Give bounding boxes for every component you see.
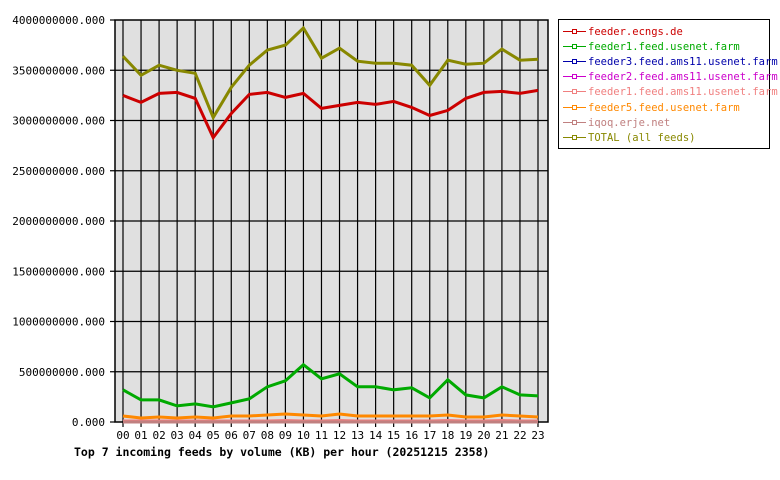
x-tick-label: 00: [116, 429, 129, 442]
legend-item: feeder1.feed.ams11.usenet.farm: [559, 85, 778, 100]
legend-swatch-icon: [563, 27, 586, 37]
legend-swatch-icon: [563, 87, 586, 97]
x-tick-label: 18: [441, 429, 454, 442]
legend-swatch-icon: [563, 42, 586, 52]
x-tick-label: 04: [189, 429, 203, 442]
legend-item: feeder2.feed.ams11.usenet.farm: [559, 70, 778, 85]
y-tick-label: 1500000000.000: [12, 265, 105, 278]
x-tick-label: 06: [225, 429, 238, 442]
y-tick-label: 3500000000.000: [12, 64, 105, 77]
legend-item: feeder.ecngs.de: [559, 24, 769, 39]
legend: feeder.ecngs.de feeder1.feed.usenet.farm f…: [558, 19, 778, 149]
x-tick-label: 03: [171, 429, 184, 442]
x-tick-label: 05: [207, 429, 220, 442]
x-tick-label: 19: [459, 429, 472, 442]
x-tick-label: 15: [387, 429, 400, 442]
legend-item: iqoq.erje.net: [559, 115, 769, 130]
x-axis: 00 01 02 03 04 05 06 07 08 09 10 11 12 13 14 15 16 17 18 19…: [116, 422, 545, 442]
x-tick-label: 16: [405, 429, 418, 442]
series-line: [122, 88, 539, 141]
legend-item: feeder3.feed.ams11.usenet.farm: [559, 54, 778, 69]
legend-swatch-icon: [563, 118, 586, 128]
legend-label: TOTAL (all feeds): [588, 131, 696, 144]
legend-swatch-icon: [563, 133, 586, 143]
legend-item: feeder1.feed.usenet.farm: [559, 39, 769, 54]
y-tick-label: 3000000000.000: [12, 115, 105, 128]
legend-label: feeder2.feed.ams11.usenet.farm: [588, 71, 778, 84]
series-lines: [121, 25, 539, 424]
series-line: [122, 412, 539, 420]
y-tick-label: 2500000000.000: [12, 165, 105, 178]
x-tick-label: 01: [134, 429, 147, 442]
y-tick-label: 500000000.000: [19, 366, 105, 379]
legend-label: feeder5.feed.usenet.farm: [588, 101, 740, 114]
x-tick-label: 07: [243, 429, 256, 442]
legend-swatch-icon: [563, 57, 586, 67]
y-tick-label: 4000000000.000: [12, 14, 105, 27]
y-axis: 0.000 500000000.000 1000000000.000 15000000…: [12, 14, 115, 429]
x-tick-label: 20: [477, 429, 490, 442]
legend-label: feeder3.feed.ams11.usenet.farm: [588, 55, 778, 68]
x-tick-label: 23: [531, 429, 544, 442]
legend-swatch-icon: [563, 72, 586, 82]
legend-swatch-icon: [563, 103, 586, 113]
x-tick-label: 10: [297, 429, 310, 442]
x-tick-label: 12: [333, 429, 346, 442]
chart-title: Top 7 incoming feeds by volume (KB) per …: [74, 445, 489, 459]
x-tick-label: 11: [315, 429, 328, 442]
series-line: [121, 25, 539, 121]
x-tick-label: 09: [279, 429, 292, 442]
x-tick-label: 14: [369, 429, 383, 442]
x-tick-label: 17: [423, 429, 436, 442]
y-tick-label: 1000000000.000: [12, 316, 105, 329]
series-line: [122, 362, 539, 409]
legend-label: feeder1.feed.usenet.farm: [588, 40, 740, 53]
y-tick-label: 0.000: [72, 416, 105, 429]
legend-label: feeder1.feed.ams11.usenet.farm: [588, 86, 778, 99]
legend-label: feeder.ecngs.de: [588, 25, 683, 38]
x-tick-label: 08: [261, 429, 274, 442]
x-tick-label: 22: [513, 429, 526, 442]
legend-label: iqoq.erje.net: [588, 116, 671, 129]
x-tick-label: 02: [152, 429, 165, 442]
legend-item: TOTAL (all feeds): [559, 130, 769, 145]
y-tick-label: 2000000000.000: [12, 215, 105, 228]
legend-item: feeder5.feed.usenet.farm: [559, 100, 769, 115]
x-tick-label: 13: [351, 429, 364, 442]
x-tick-label: 21: [495, 429, 508, 442]
